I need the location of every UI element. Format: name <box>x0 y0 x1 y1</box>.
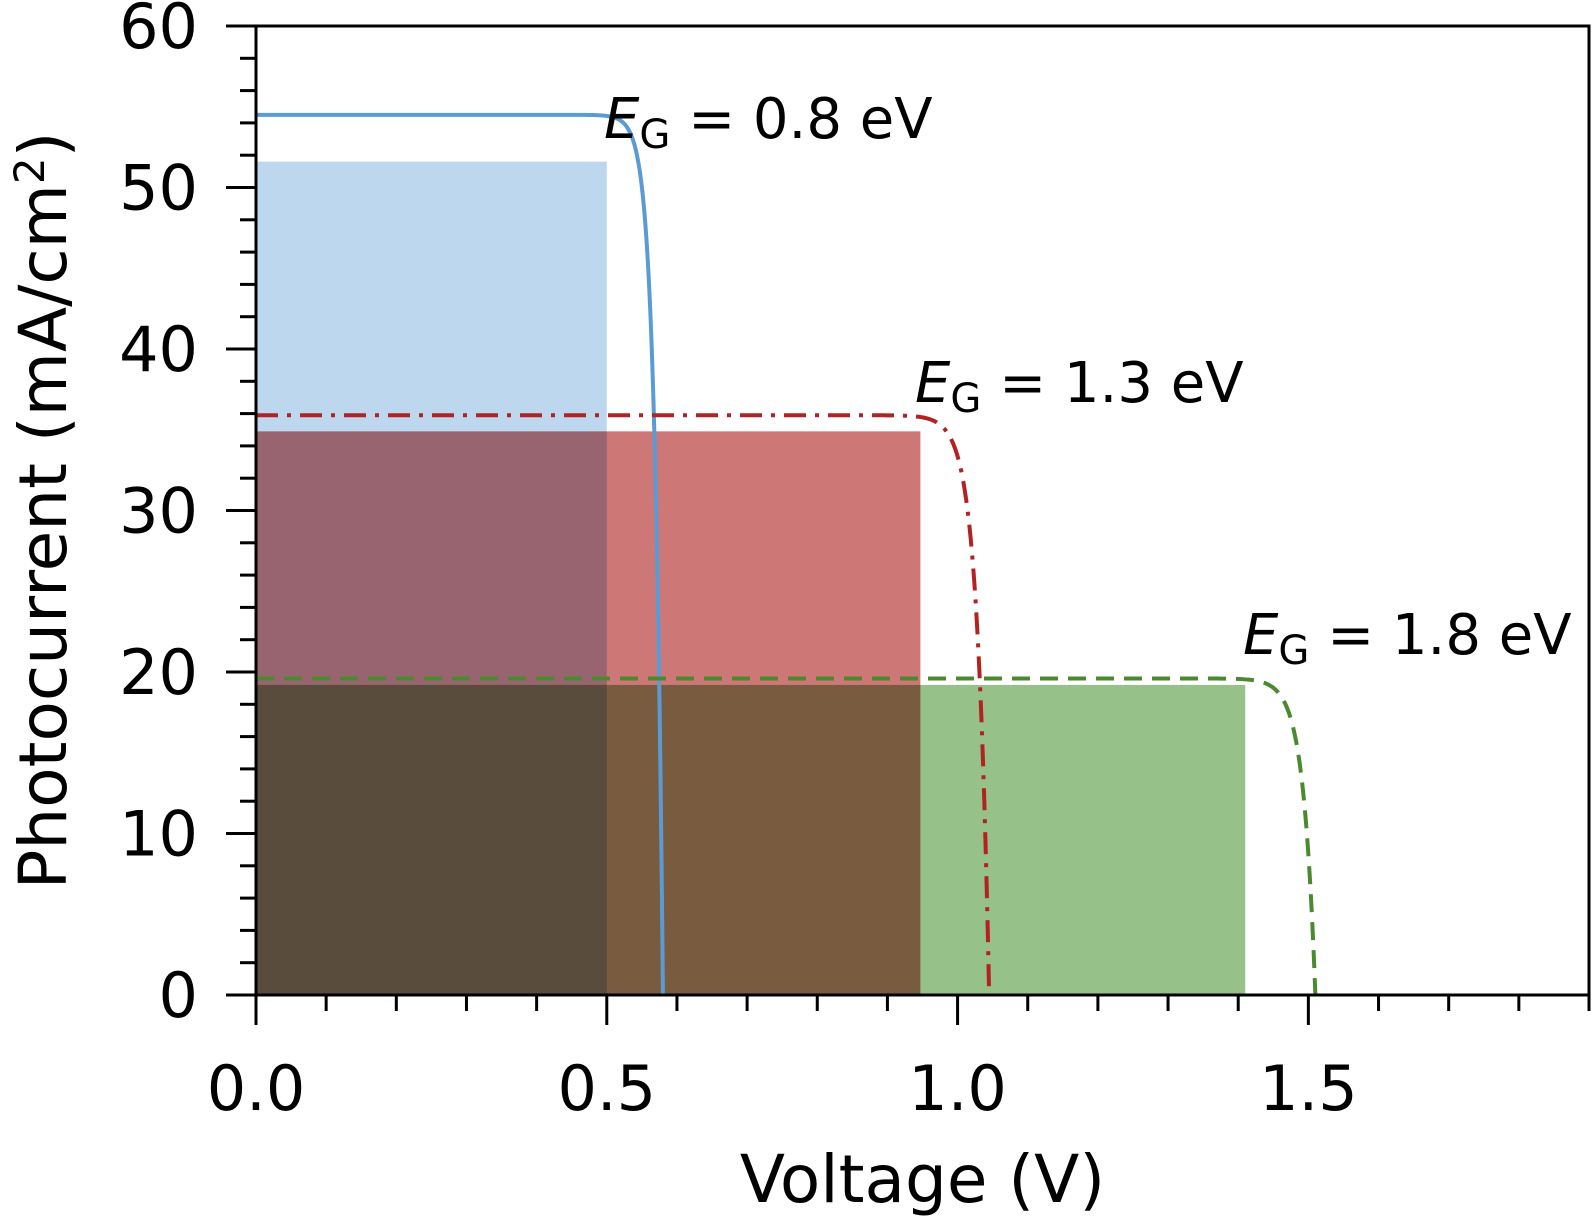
y-tick-label: 40 <box>119 313 198 386</box>
x-tick-label: 0.0 <box>207 1052 306 1125</box>
y-axis-label: Photocurrent (mA/cm2) <box>5 132 82 890</box>
y-tick-label: 20 <box>119 636 198 709</box>
iv-curve-3 <box>256 676 1318 996</box>
y-tick-label: 10 <box>119 798 198 871</box>
iv-curve-2 <box>256 413 992 996</box>
y-tick-label: 30 <box>119 475 198 548</box>
curve-label-2: EG = 1.3 eV <box>915 351 1244 422</box>
x-axis-label: Voltage (V) <box>740 1141 1105 1218</box>
curve-annotations: EG = 0.8 eV EG = 1.3 eV EG = 1.8 eV <box>604 87 1572 674</box>
mpp-rectangles <box>256 161 1246 995</box>
y-tick-label: 0 <box>159 959 198 1032</box>
curve-label-1: EG = 0.8 eV <box>604 87 933 158</box>
y-tick-label: 50 <box>119 152 198 225</box>
curve-label-3: EG = 1.8 eV <box>1243 603 1572 674</box>
x-axis-ticks: 0.0 0.5 1.0 1.5 <box>207 995 1591 1125</box>
y-axis-ticks: 0 10 20 30 40 50 60 <box>119 0 256 1032</box>
x-tick-label: 1.0 <box>908 1052 1007 1125</box>
mpp-rect-3 <box>256 684 1246 995</box>
iv-curves <box>256 112 1318 996</box>
y-tick-label: 60 <box>119 0 198 63</box>
x-tick-label: 0.5 <box>557 1052 656 1125</box>
x-tick-label: 1.5 <box>1259 1052 1358 1125</box>
iv-curve-1 <box>256 112 665 996</box>
